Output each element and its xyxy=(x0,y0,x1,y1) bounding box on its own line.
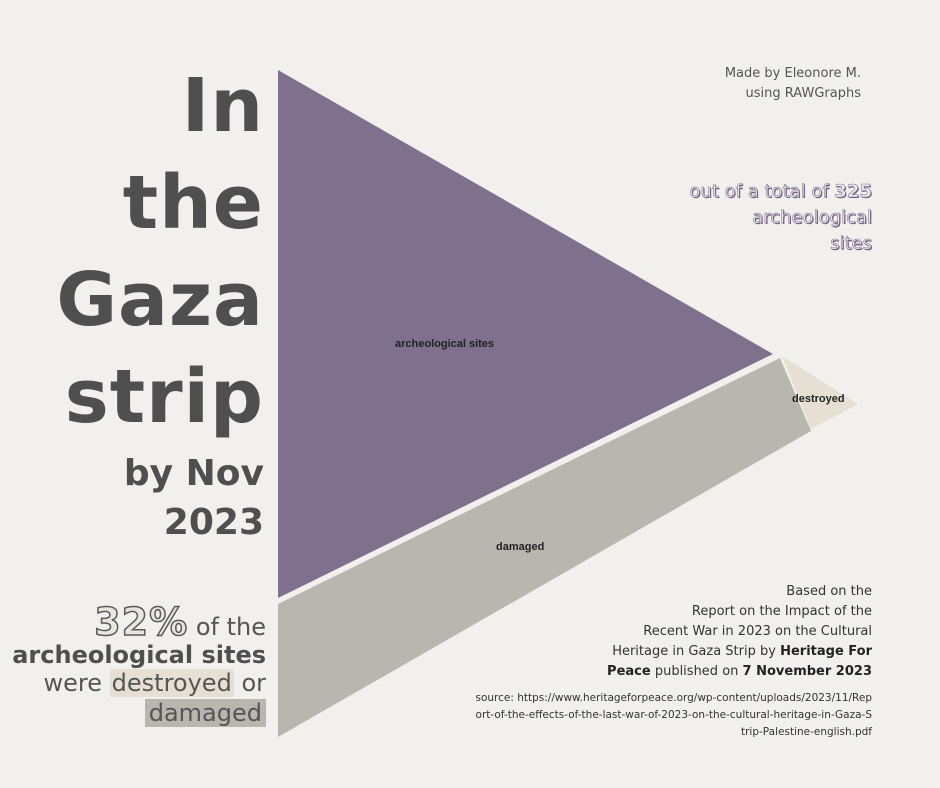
label-destroyed: destroyed xyxy=(792,393,845,405)
credit-line: Made by Eleonore M. xyxy=(724,66,861,81)
title-line: the xyxy=(122,160,264,246)
based-line: Heritage in Gaza Strip by xyxy=(612,644,776,659)
segment-destroyed xyxy=(782,356,858,429)
title-line: Gaza xyxy=(56,257,264,343)
subtitle-line: 2023 xyxy=(163,502,264,543)
total-note: out of a total of 325 archeological site… xyxy=(689,179,872,257)
segment-archeological-sites xyxy=(278,70,773,598)
based-line: Based on the xyxy=(786,584,872,599)
title-line: In xyxy=(181,63,264,149)
title-line: strip xyxy=(64,354,264,440)
total-line: archeological xyxy=(752,207,872,229)
based-line: Report on the Impact of the xyxy=(691,604,872,619)
label-damaged: damaged xyxy=(496,541,544,553)
segment-damaged xyxy=(278,358,811,737)
stat-text: of the xyxy=(195,613,266,641)
title: In the Gaza strip by Nov 2023 xyxy=(56,58,264,547)
based-line: published on xyxy=(654,664,739,679)
credit-line: using RAWGraphs xyxy=(745,86,861,101)
based-org: Peace xyxy=(607,664,651,679)
stat-percent: 32% xyxy=(93,600,189,644)
stat-text: or xyxy=(241,669,266,697)
stat-text-strong: archeological sites xyxy=(12,641,266,669)
source-prefix: source: xyxy=(475,692,514,704)
based-date: 7 November 2023 xyxy=(742,664,872,679)
total-prefix: out of a total of xyxy=(689,181,829,203)
total-number: 325 xyxy=(834,181,872,203)
based-org: Heritage For xyxy=(780,644,872,659)
stat-text: were xyxy=(43,669,103,697)
source: source: https://www.heritageforpeace.org… xyxy=(472,690,872,741)
stat-damaged: damaged xyxy=(144,699,266,727)
label-archeological-sites: archeological sites xyxy=(395,338,494,350)
based-on: Based on the Report on the Impact of the… xyxy=(552,582,872,682)
credit: Made by Eleonore M. using RAWGraphs xyxy=(725,64,861,104)
source-url: https://www.heritageforpeace.org/wp-cont… xyxy=(475,692,872,738)
total-line: sites xyxy=(830,233,872,255)
subtitle-line: by Nov xyxy=(123,453,264,494)
stat-summary: 32% of the archeological sites were dest… xyxy=(12,602,266,727)
based-line: Recent War in 2023 on the Cultural xyxy=(643,624,872,639)
stat-destroyed: destroyed xyxy=(109,669,234,697)
